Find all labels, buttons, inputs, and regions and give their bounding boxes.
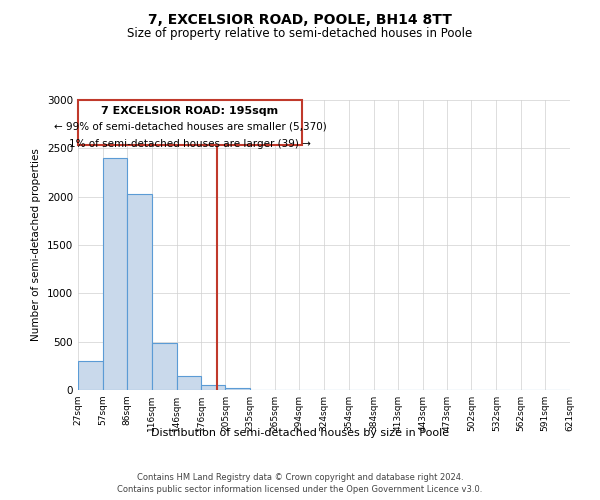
Bar: [78, 361, 103, 390]
Bar: [176, 376, 202, 390]
Text: 7, EXCELSIOR ROAD, POOLE, BH14 8TT: 7, EXCELSIOR ROAD, POOLE, BH14 8TT: [148, 12, 452, 26]
Text: ← 99% of semi-detached houses are smaller (5,370): ← 99% of semi-detached houses are smalle…: [53, 122, 326, 132]
Text: 1% of semi-detached houses are larger (39) →: 1% of semi-detached houses are larger (3…: [69, 139, 311, 149]
Text: Contains HM Land Registry data © Crown copyright and database right 2024.: Contains HM Land Registry data © Crown c…: [137, 472, 463, 482]
Bar: [103, 158, 127, 390]
Bar: [226, 388, 250, 390]
Y-axis label: Number of semi-detached properties: Number of semi-detached properties: [31, 148, 41, 342]
Text: 7 EXCELSIOR ROAD: 195sqm: 7 EXCELSIOR ROAD: 195sqm: [101, 106, 278, 116]
Text: Size of property relative to semi-detached houses in Poole: Size of property relative to semi-detach…: [127, 28, 473, 40]
Bar: [202, 385, 226, 390]
FancyBboxPatch shape: [78, 100, 302, 145]
Text: Contains public sector information licensed under the Open Government Licence v3: Contains public sector information licen…: [118, 485, 482, 494]
Bar: [127, 194, 152, 390]
Bar: [152, 342, 176, 390]
Text: Distribution of semi-detached houses by size in Poole: Distribution of semi-detached houses by …: [151, 428, 449, 438]
